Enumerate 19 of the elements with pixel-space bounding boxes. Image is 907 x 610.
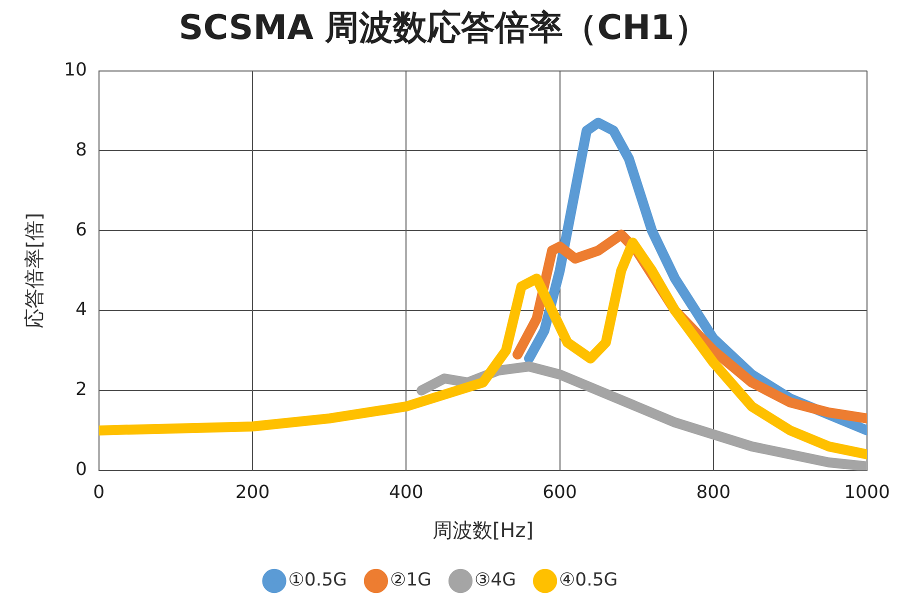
legend-label: ②1G: [390, 570, 432, 591]
y-tick-label: 10: [64, 59, 87, 80]
legend-label: ①0.5G: [288, 570, 347, 591]
x-tick-label: 400: [388, 482, 424, 503]
y-tick-label: 2: [75, 379, 87, 400]
x-tick-label: 200: [235, 482, 270, 503]
y-tick-label: 8: [75, 139, 87, 160]
y-tick-label: 0: [75, 459, 87, 480]
x-tick-label: 1000: [844, 482, 890, 503]
x-axis-title: 周波数[Hz]: [432, 518, 534, 542]
y-axis-title: 応答倍率[倍]: [22, 212, 46, 328]
chart-title: SCSMA 周波数応答倍率（CH1）: [178, 8, 708, 48]
legend-label: ③4G: [474, 570, 516, 591]
y-tick-label: 6: [75, 219, 87, 240]
x-tick-label: 600: [542, 482, 577, 503]
y-tick-label: 4: [75, 299, 87, 320]
x-tick-label: 800: [696, 482, 731, 503]
legend-label: ④0.5G: [559, 570, 618, 591]
x-tick-label: 0: [93, 482, 105, 503]
